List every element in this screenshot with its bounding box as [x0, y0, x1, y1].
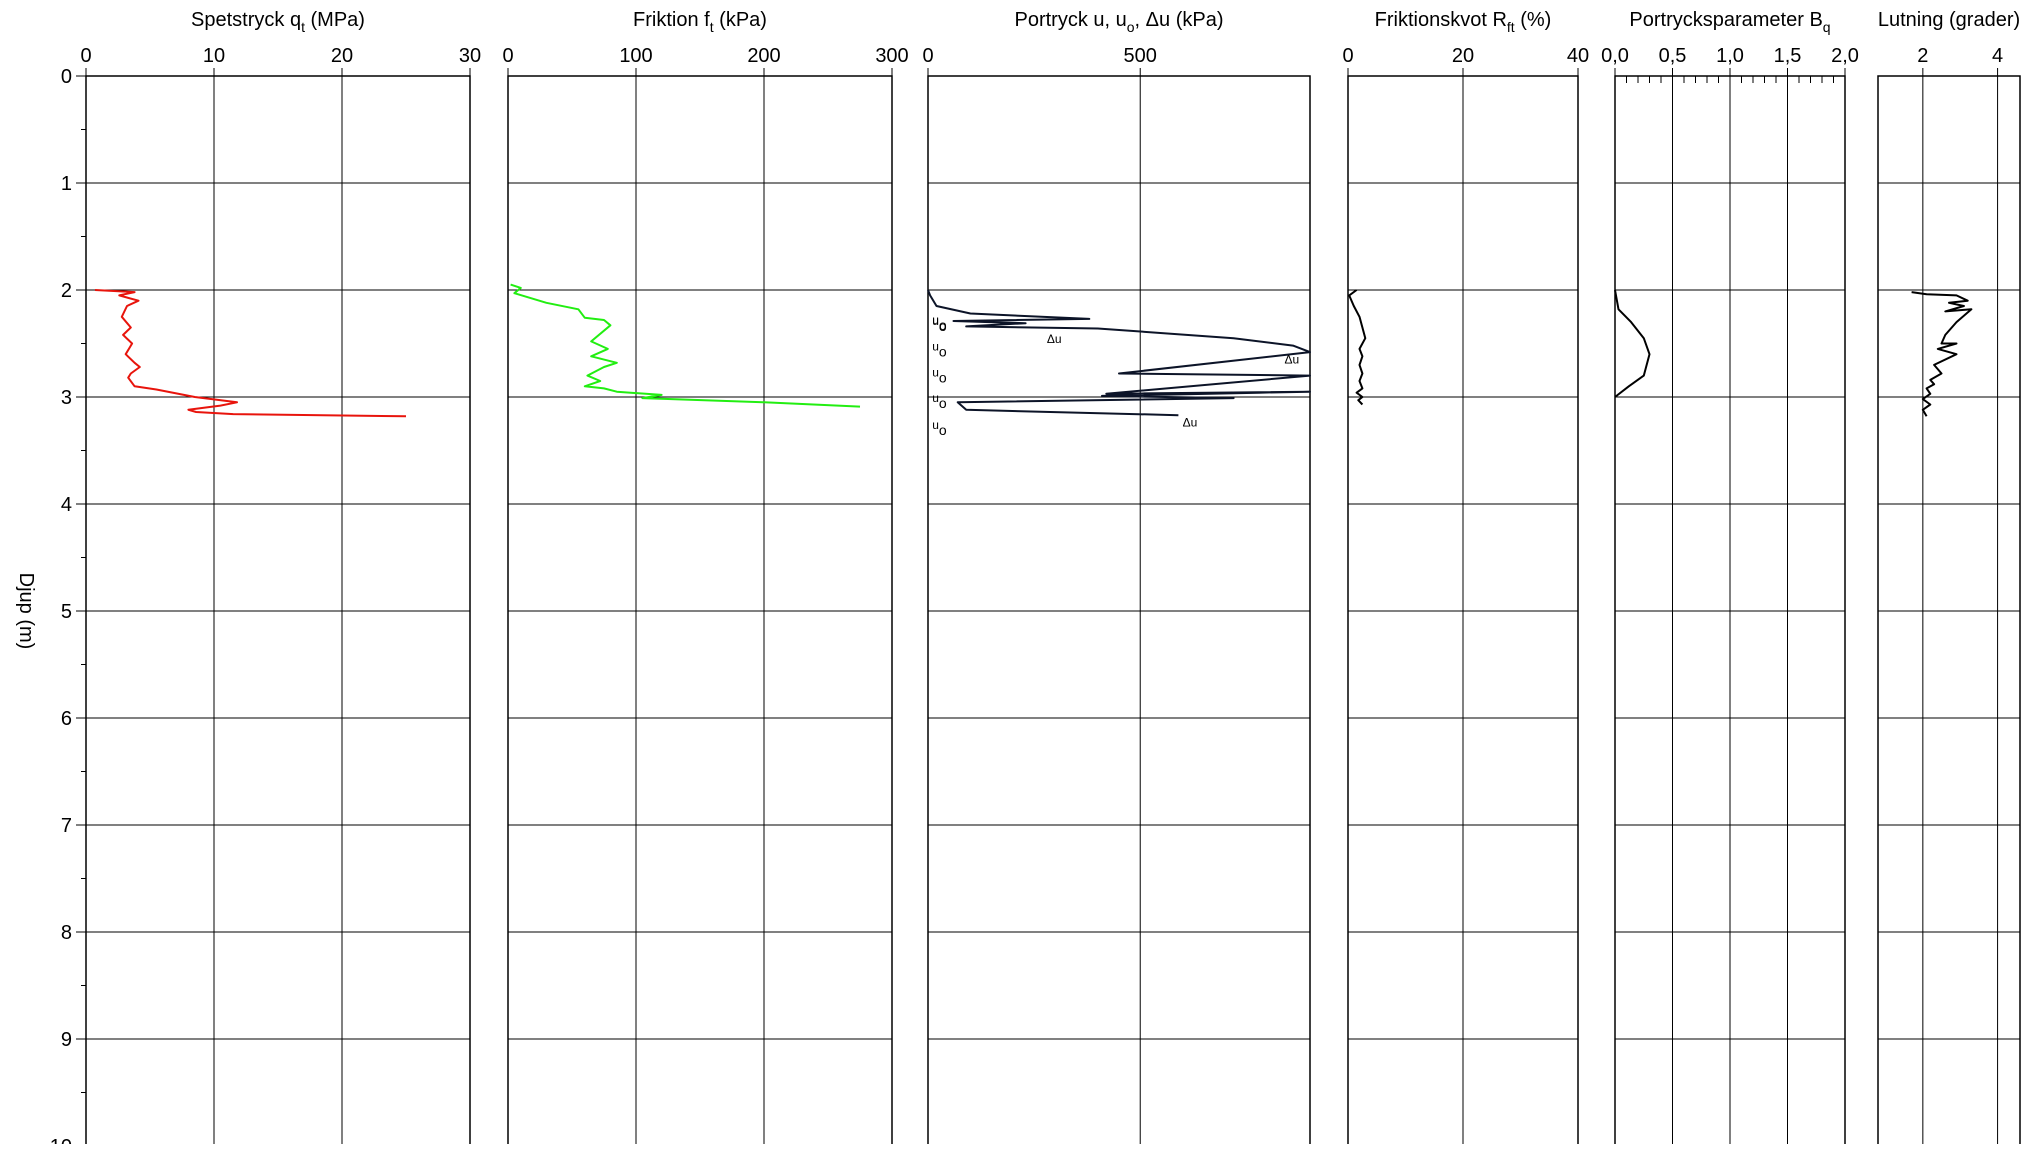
panel-frame: [507, 75, 893, 1147]
annotation-label: Δu: [1183, 416, 1198, 430]
annotation-label: uo: [932, 340, 947, 360]
y-tick-label: 3: [61, 387, 72, 409]
y-tick-label: 10: [50, 1136, 72, 1144]
panel-title: Portrycksparameter Bq: [1629, 9, 1830, 35]
y-tick-label: 2: [61, 280, 72, 302]
y-tick-label: 1: [61, 173, 72, 195]
annotation-label: uo: [932, 418, 947, 438]
x-tick-label: 40: [1567, 45, 1589, 67]
x-tick-label: 0: [1342, 45, 1353, 67]
y-tick-label: 0: [61, 66, 72, 88]
x-tick-label: 30: [459, 45, 481, 67]
annotation-label: uo: [932, 365, 947, 385]
panel-frame: [927, 75, 1311, 1147]
x-tick-label: 1,5: [1774, 45, 1802, 67]
panel-title: Friktion ft (kPa): [633, 9, 767, 35]
x-tick-label: 2,0: [1831, 45, 1859, 67]
x-tick-label: 20: [331, 45, 353, 67]
x-tick-label: 0,5: [1659, 45, 1687, 67]
y-tick-label: 8: [61, 922, 72, 944]
panel-title: Spetstryck qt (MPa): [191, 9, 365, 35]
y-tick-label: 5: [61, 601, 72, 623]
series-line: [1348, 289, 1367, 406]
x-tick-label: 300: [875, 45, 908, 67]
x-tick-label: 1,0: [1716, 45, 1744, 67]
panel-title: Portryck u, uo, Δu (kPa): [1014, 9, 1223, 35]
panel-frame: [85, 75, 471, 1147]
annotation-label: Δu: [1047, 332, 1062, 346]
y-tick-label: 6: [61, 708, 72, 730]
x-tick-label: 0: [922, 45, 933, 67]
x-tick-label: 500: [1124, 45, 1157, 67]
y-tick-label: 7: [61, 815, 72, 837]
annotation-label: Δu: [1285, 352, 1300, 366]
x-tick-label: 0: [80, 45, 91, 67]
x-tick-label: 200: [747, 45, 780, 67]
x-tick-label: 0: [502, 45, 513, 67]
x-tick-label: 20: [1452, 45, 1474, 67]
annotation-label: uo: [932, 391, 947, 411]
x-tick-label: 4: [1992, 45, 2003, 67]
x-tick-label: 0,0: [1601, 45, 1629, 67]
y-tick-label: 9: [61, 1029, 72, 1051]
x-tick-label: 100: [619, 45, 652, 67]
panel-frame: [1877, 75, 2021, 1147]
x-tick-label: 2: [1917, 45, 1928, 67]
series-line: [927, 289, 1311, 417]
y-axis-label: Djup (m): [15, 573, 37, 650]
panel-title: Friktionskvot Rft (%): [1375, 9, 1552, 35]
x-tick-label: 10: [203, 45, 225, 67]
y-tick-label: 4: [61, 494, 72, 516]
panel-title: Lutning (grader): [1878, 9, 2020, 31]
annotation-label: uo: [932, 313, 947, 333]
series-line: [1614, 289, 1651, 398]
series-line: [1911, 291, 1973, 417]
series-line: [94, 289, 407, 418]
series-line: [510, 283, 861, 408]
